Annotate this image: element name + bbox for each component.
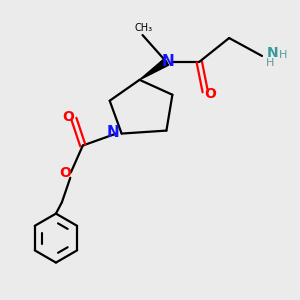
Text: N: N	[266, 46, 278, 60]
Text: N: N	[161, 54, 174, 69]
Text: CH₃: CH₃	[134, 22, 152, 33]
Text: H: H	[266, 58, 275, 68]
Text: O: O	[62, 110, 74, 124]
Text: O: O	[205, 87, 217, 101]
Text: N: N	[107, 125, 120, 140]
Text: H: H	[278, 50, 287, 60]
Text: O: O	[60, 166, 71, 180]
Polygon shape	[140, 59, 169, 80]
